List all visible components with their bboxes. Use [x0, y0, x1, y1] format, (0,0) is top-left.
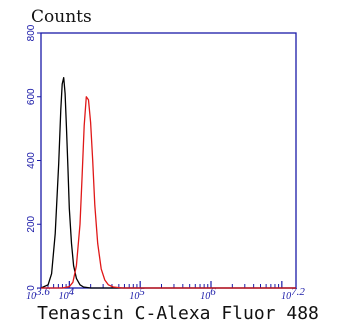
- x-tick-label: 104: [59, 286, 75, 302]
- plot-frame: [40, 32, 297, 289]
- x-tick-label: 107.2: [281, 286, 305, 302]
- y-tick-label: 0: [26, 285, 37, 291]
- y-axis-title: Counts: [31, 7, 92, 27]
- y-tick-label: 800: [26, 24, 37, 41]
- series-group: [40, 76, 296, 289]
- x-axis-title: Tenascin C-Alexa Fluor 488: [37, 303, 319, 324]
- x-tick-label: 105: [129, 286, 145, 302]
- y-tick-label: 400: [26, 152, 37, 169]
- y-axis-ticks: 0 200 400 600 800: [26, 24, 41, 291]
- y-tick-label: 600: [26, 88, 37, 105]
- series-line-1: [40, 76, 296, 289]
- series-line-2: [41, 96, 296, 289]
- x-tick-label: 106: [200, 286, 216, 302]
- x-tick-label: 103.6: [26, 286, 50, 302]
- x-axis-ticks: 103.6 104 105 106 107.2: [26, 281, 305, 302]
- y-tick-label: 200: [26, 215, 37, 232]
